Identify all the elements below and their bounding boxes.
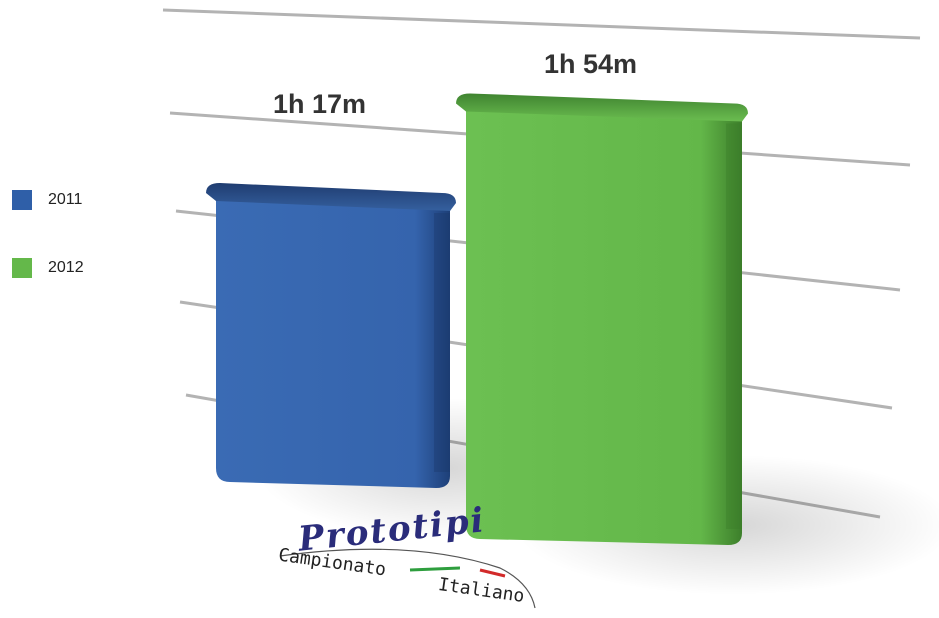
bar-top-2012 (456, 93, 748, 122)
legend-swatch-2011 (12, 190, 32, 210)
legend-label-2011: 2011 (48, 191, 83, 208)
legend-item-2012: 2012 (12, 256, 84, 280)
legend: 2011 2012 (12, 188, 84, 324)
value-label-2012: 1h 54m (544, 49, 638, 80)
bar-edge-2011 (434, 213, 450, 472)
bars (206, 93, 748, 545)
legend-label-2012: 2012 (48, 259, 84, 276)
value-label-2011: 1h 17m (273, 89, 367, 119)
gridline-0 (162, 8, 921, 40)
logo-swoosh (279, 548, 536, 609)
bar-2012 (466, 107, 742, 545)
bar-edge-2012 (726, 123, 742, 529)
bar-top-2011 (206, 183, 456, 211)
bar-2011 (216, 197, 450, 488)
prototipi-logo: Prototipi Campionato Italiano (260, 500, 550, 618)
legend-swatch-2012 (12, 258, 32, 278)
legend-item-2011: 2011 (12, 188, 84, 212)
